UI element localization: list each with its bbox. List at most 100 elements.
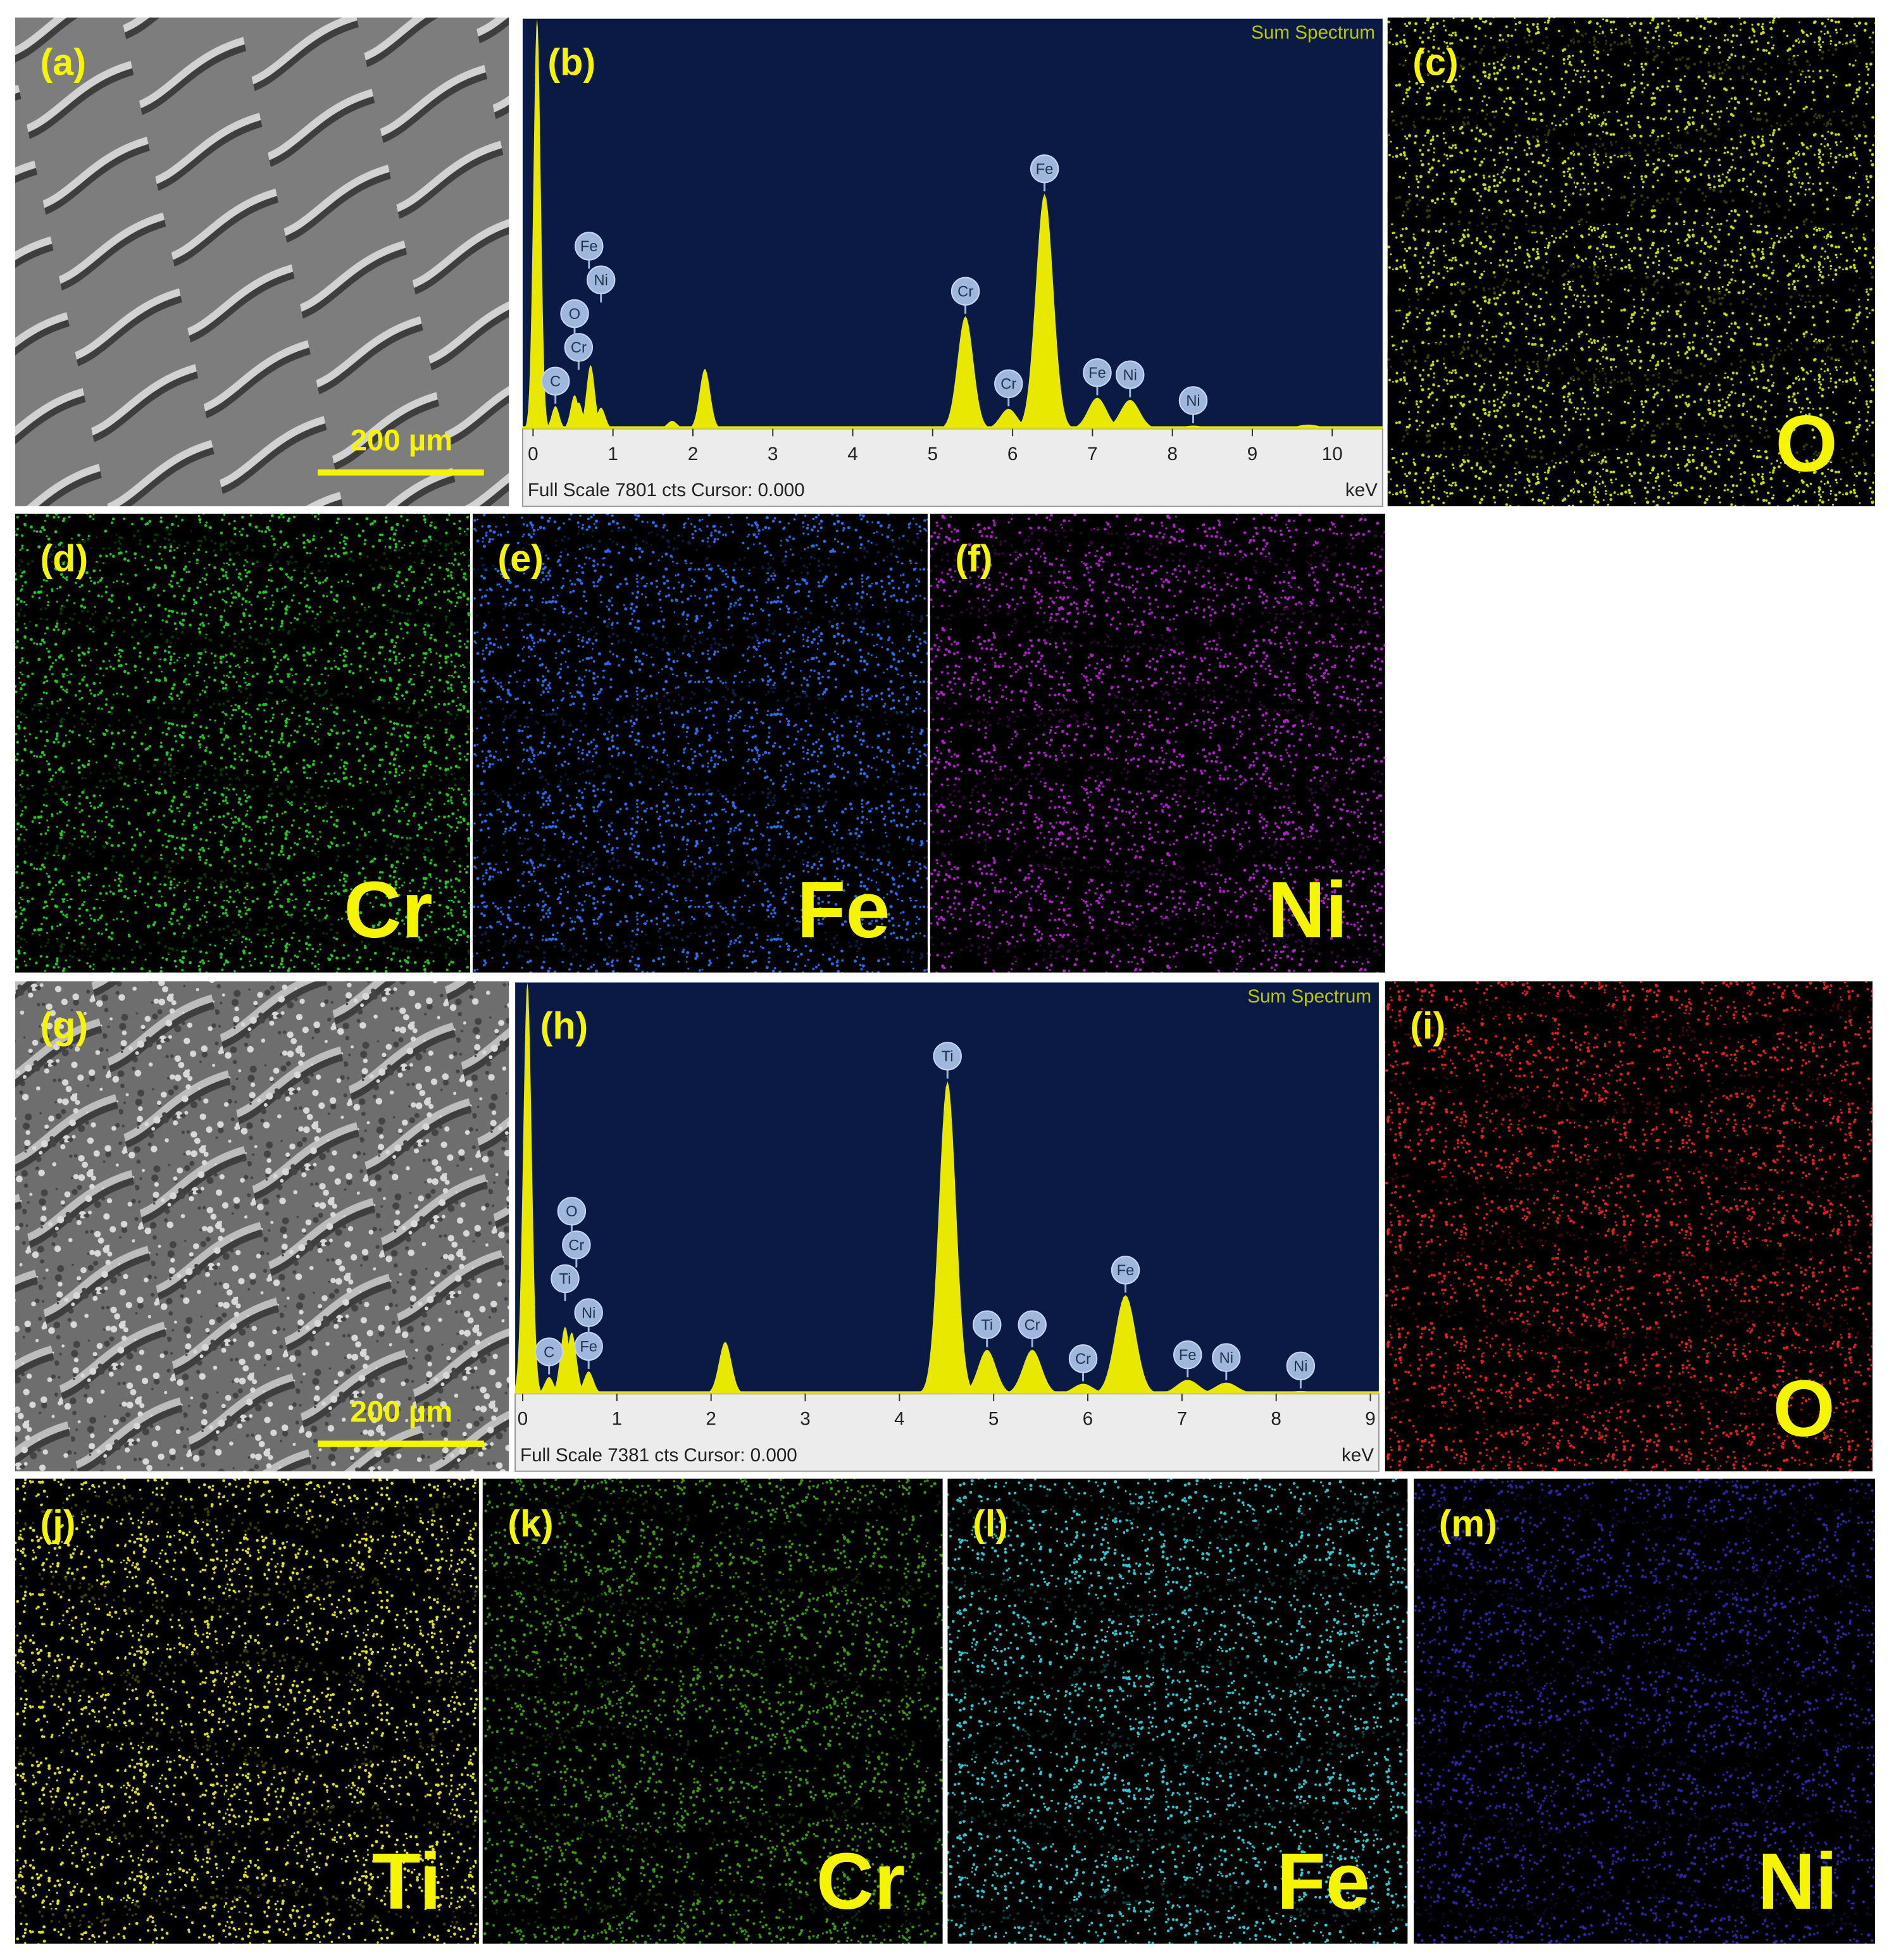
x-tick-label: 5	[928, 444, 938, 465]
peak-marker: Ni	[1212, 1343, 1241, 1380]
spectrum-peak	[522, 18, 552, 429]
peak-label: Ni	[582, 1305, 595, 1321]
peak-label: Cr	[1000, 377, 1016, 393]
peak-label: Ti	[942, 1049, 954, 1065]
peak-marker: O	[560, 299, 589, 337]
peak-marker: Fe	[575, 232, 604, 269]
element-label: O	[1773, 1364, 1835, 1453]
panel-label: (j)	[40, 1502, 76, 1544]
panel-label: (f)	[955, 537, 992, 579]
peak-marker: Ni	[1286, 1351, 1316, 1389]
panel: Fe (e)	[472, 513, 928, 973]
x-tick-label: 8	[1271, 1409, 1281, 1430]
spectrum-peak	[683, 368, 726, 429]
peak-marker: Fe	[1111, 1256, 1140, 1293]
peak-label: C	[544, 1344, 554, 1361]
spectrum-peak	[951, 1349, 1023, 1394]
element-label: Cr	[816, 1837, 905, 1926]
panel-label: (c)	[1412, 41, 1458, 83]
peak-marker: C	[534, 1337, 564, 1375]
map-texture	[1385, 996, 1873, 1430]
map-texture	[930, 528, 1385, 962]
peak-label: Ni	[1123, 367, 1137, 384]
spectrum-peak	[515, 982, 545, 1394]
panel: Ni (f)	[930, 513, 1385, 973]
panel-label: (m)	[1439, 1502, 1497, 1544]
panel: 200 µm (g)	[15, 981, 509, 1471]
spectrum-peak	[975, 408, 1042, 429]
spectrum-peak	[1009, 194, 1080, 429]
map-texture	[15, 528, 470, 962]
peak-marker: Ti	[933, 1042, 962, 1079]
peak-label: O	[566, 1204, 577, 1220]
map-texture	[472, 528, 928, 962]
scale-bar-label: 200 µm	[351, 424, 453, 458]
panel-label: (h)	[540, 1004, 589, 1047]
panel: 0 1 2 3 4 5 6 7 8 9 10 Full Scale 7801 cts Cursor: …	[521, 18, 1383, 507]
peak-marker: Ni	[574, 1298, 603, 1335]
peak-label: Ti	[559, 1271, 571, 1288]
panel-label: (i)	[1410, 1004, 1445, 1047]
peak-marker: Fe	[1083, 358, 1112, 396]
peak-label: Fe	[1117, 1263, 1135, 1279]
x-tick-label: 1	[607, 444, 618, 465]
panel-label: (d)	[40, 537, 89, 579]
map-texture	[15, 1493, 479, 1927]
spectrum-title: Sum Spectrum	[1247, 986, 1371, 1007]
plot-area	[522, 18, 1383, 429]
peak-label: Cr	[1025, 1317, 1040, 1333]
spectrum-peak	[1143, 1380, 1231, 1394]
panel-label: (b)	[547, 41, 595, 83]
panel: Ti (j)	[15, 1478, 479, 1944]
peak-marker: Cr	[562, 1230, 591, 1268]
peak-marker: C	[541, 366, 570, 404]
peak-marker: Cr	[1018, 1310, 1047, 1347]
x-tick-label: 3	[768, 444, 778, 465]
x-unit: keV	[1345, 480, 1378, 501]
x-tick-label: 9	[1247, 444, 1257, 465]
element-map	[930, 513, 1385, 973]
peak-marker: Fe	[1173, 1340, 1202, 1378]
spectrum-peak	[546, 1326, 584, 1394]
panel: O (c)	[1387, 17, 1876, 506]
peak-label: Cr	[571, 340, 587, 356]
peak-marker: O	[557, 1197, 587, 1234]
x-tick-label: 1	[612, 1409, 622, 1430]
peak-marker: Cr	[994, 369, 1023, 406]
peak-label: Ni	[594, 273, 608, 289]
map-texture	[1414, 1493, 1876, 1927]
spectrum-title: Sum Spectrum	[1251, 22, 1375, 43]
spectrum-peak	[573, 365, 607, 429]
spectrum-peak	[583, 408, 618, 429]
element-label: Ni	[1268, 865, 1347, 954]
element-map	[1414, 1478, 1876, 1944]
element-map	[947, 1478, 1408, 1944]
spectrum-peak	[913, 1081, 981, 1394]
x-tick-label: 0	[528, 444, 538, 465]
x-tick-label: 7	[1087, 444, 1097, 465]
element-map	[482, 1478, 943, 1944]
x-tick-label: 6	[1007, 444, 1018, 465]
x-tick-label: 5	[988, 1409, 999, 1430]
panel-label: (g)	[40, 1004, 89, 1047]
peak-label: Ti	[981, 1317, 993, 1333]
element-map	[15, 1478, 479, 1944]
panel-label: (e)	[497, 537, 543, 579]
peak-marker: Cr	[950, 277, 980, 314]
spectrum-peak	[1060, 397, 1135, 429]
element-label: Fe	[1277, 1837, 1371, 1926]
peak-marker: Ni	[1116, 360, 1145, 397]
spectrum-peak	[552, 1332, 591, 1394]
x-tick-label: 4	[847, 444, 857, 465]
peak-marker: Ti	[973, 1310, 1002, 1347]
spectrum-peak	[1084, 1295, 1167, 1394]
element-label: Fe	[797, 865, 890, 954]
x-tick-label: 9	[1365, 1409, 1375, 1430]
element-map	[472, 513, 928, 973]
x-tick-label: 8	[1167, 444, 1177, 465]
panel: Ni (m)	[1414, 1478, 1876, 1944]
peak-marker: Cr	[564, 333, 594, 370]
spectrum-peak	[1044, 1383, 1123, 1394]
x-tick-label: 7	[1177, 1409, 1187, 1430]
